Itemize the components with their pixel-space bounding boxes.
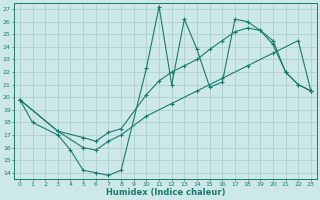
X-axis label: Humidex (Indice chaleur): Humidex (Indice chaleur) [106, 188, 225, 197]
